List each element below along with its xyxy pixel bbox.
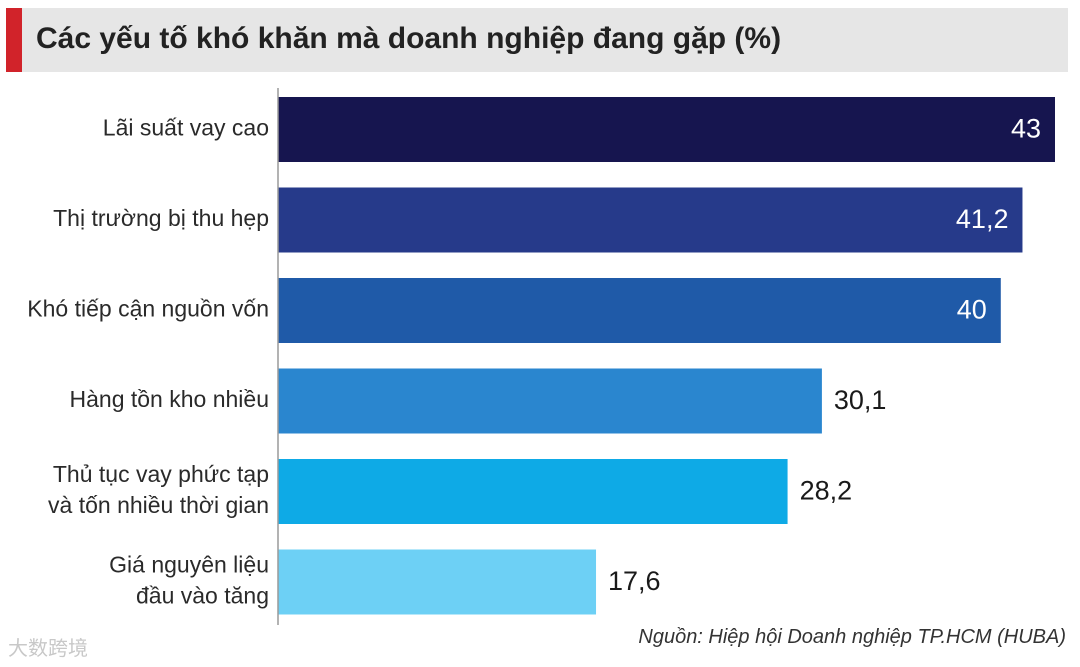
title-bar: Các yếu tố khó khăn mà doanh nghiệp đang…	[6, 8, 1068, 72]
source-note: Nguồn: Hiệp hội Doanh nghiệp TP.HCM (HUB…	[638, 626, 1066, 648]
value-label: 17,6	[608, 566, 661, 596]
chart-title: Các yếu tố khó khăn mà doanh nghiệp đang…	[36, 22, 782, 55]
value-label: 28,2	[800, 476, 853, 506]
category-label: Khó tiếp cận nguồn vốn	[27, 296, 269, 322]
title-accent	[6, 8, 22, 72]
category-label: Giá nguyên liệu đầu vào tăng	[109, 552, 269, 609]
category-label: Thủ tục vay phức tạp và tốn nhiều thời gi…	[48, 461, 269, 518]
value-label: 30,1	[834, 385, 887, 415]
value-label: 40	[957, 295, 987, 325]
value-label: 41,2	[956, 204, 1009, 234]
bar	[278, 97, 1055, 162]
bar	[278, 459, 788, 524]
category-label: Hàng tồn kho nhiều	[70, 386, 270, 412]
category-label: Thị trường bị thu hẹp	[53, 205, 269, 231]
bar	[278, 187, 1023, 253]
category-label: Lãi suất vay cao	[103, 115, 269, 141]
watermark: 大数跨境	[8, 638, 88, 660]
bar	[278, 368, 822, 434]
bar	[278, 278, 1001, 343]
bar	[278, 549, 597, 615]
value-label: 43	[1011, 114, 1041, 144]
